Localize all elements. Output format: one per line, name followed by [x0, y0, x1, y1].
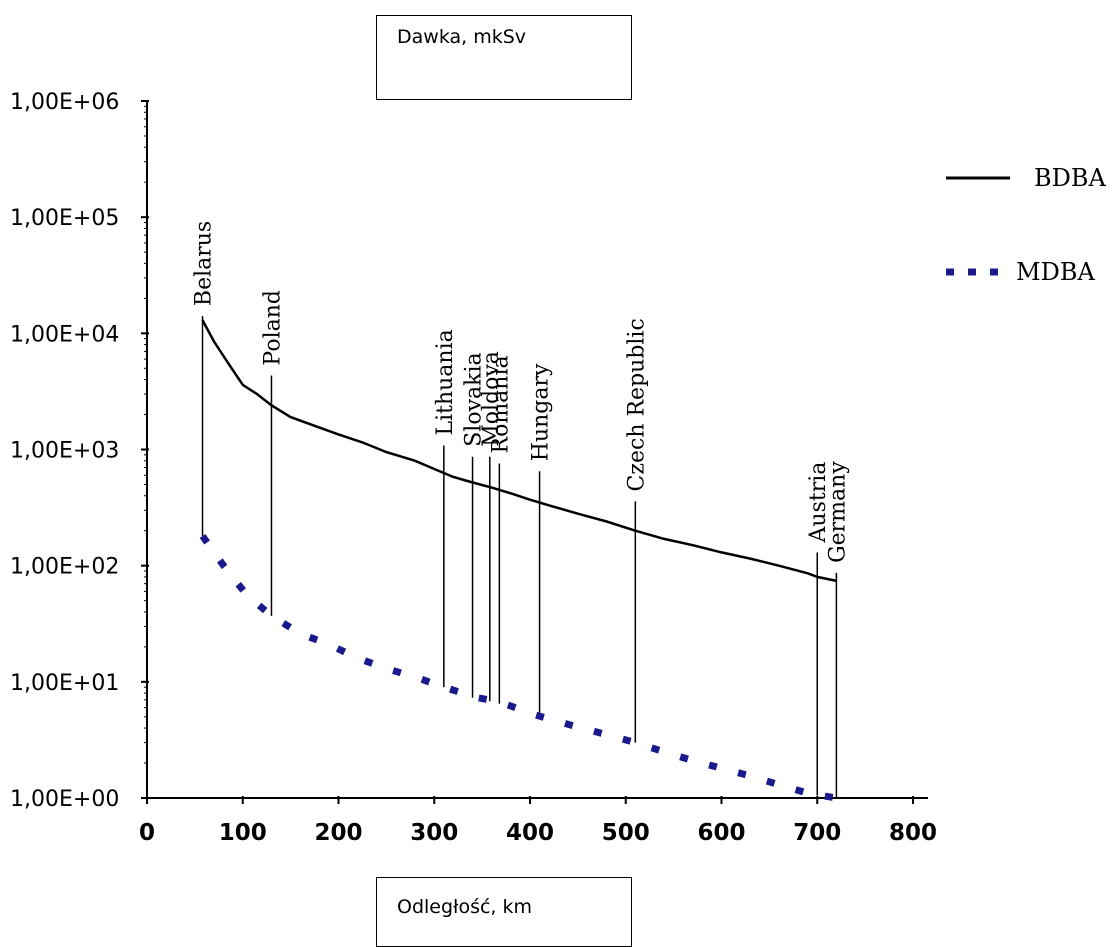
y-tick-label: 1,00E+01	[10, 671, 119, 696]
x-axis-ticks: 0 100 200 300 400 500 600 700 800	[139, 796, 937, 846]
annotation-label: Hungary	[529, 363, 554, 461]
annotation-label: Romania	[488, 355, 513, 453]
y-tick-label: 1,00E+02	[10, 555, 119, 580]
x-tick-label: 700	[793, 820, 841, 846]
x-tick-label: 600	[697, 820, 745, 846]
legend-label-bdba: BDBA	[1034, 164, 1107, 192]
x-axis-label-box: Odległość, km	[376, 877, 632, 947]
series-line-bdba	[201, 319, 837, 583]
y-tick-label: 1,00E+03	[10, 439, 119, 464]
x-tick-label: 500	[602, 820, 650, 846]
annotation-leaders	[201, 316, 838, 798]
legend-label-mdba: MDBA	[1016, 258, 1095, 286]
y-tick-label: 1,00E+04	[10, 322, 119, 347]
annotation-label: Germany	[825, 461, 850, 563]
x-tick-label: 400	[506, 820, 554, 846]
annotation-label: Belarus	[192, 221, 217, 306]
x-tick-label: 300	[410, 820, 458, 846]
y-axis-label-box: Dawka, mkSv	[376, 15, 632, 100]
annotation-label: Moldova	[479, 351, 504, 447]
annotation-label: Poland	[260, 290, 285, 366]
x-axis-label: Odległość, km	[397, 896, 533, 918]
annotation-label: Slovakia	[462, 352, 487, 446]
x-tick-label: 100	[219, 820, 267, 846]
annotation-label: Lithuania	[433, 329, 458, 435]
y-tick-label: 1,00E+06	[10, 90, 119, 115]
series-line-mdba	[199, 533, 837, 802]
y-tick-label: 1,00E+05	[10, 206, 119, 231]
annotation-labels: Belarus Poland Lithuania SlovakiaMoldovaRom…	[192, 221, 851, 563]
y-axis-ticks: 1,00E+00 1,00E+01 1,00E+02 1,00E+03 1,00E+04…	[10, 90, 149, 812]
x-tick-label: 200	[314, 820, 362, 846]
x-tick-label: 800	[889, 820, 937, 846]
y-axis-label: Dawka, mkSv	[397, 26, 527, 48]
annotation-label: Austria	[806, 462, 831, 544]
x-tick-label: 0	[139, 820, 155, 846]
legend: BDBA MDBA	[946, 164, 1107, 286]
series-layer	[199, 319, 837, 802]
y-tick-label: 1,00E+00	[10, 787, 119, 812]
annotation-label: Czech Republic	[624, 318, 649, 491]
